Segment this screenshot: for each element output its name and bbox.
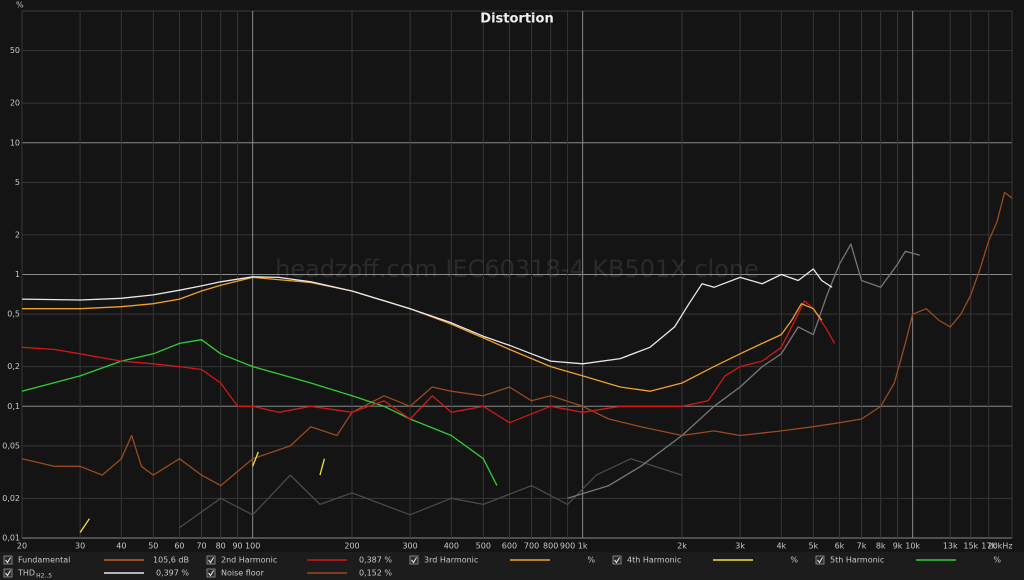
x-tick-label: 10k xyxy=(905,542,920,551)
y-tick-label: 0,5 xyxy=(7,310,20,319)
x-tick-label: 4k xyxy=(776,542,786,551)
y-tick-label: 0,05 xyxy=(2,441,20,450)
x-tick-label: 9k xyxy=(893,542,903,551)
x-tick-label: 800 xyxy=(543,542,558,551)
legend-subscript: H2..5 xyxy=(36,573,52,580)
legend-check[interactable] xyxy=(411,557,418,564)
x-tick-label: 2k xyxy=(677,542,687,551)
series-line xyxy=(79,451,326,533)
x-tick-label: 7k xyxy=(857,542,867,551)
legend-reading: 105,6 dB xyxy=(153,556,189,565)
legend-check[interactable] xyxy=(5,557,12,564)
y-tick-label: 0,2 xyxy=(7,362,20,371)
y-tick-label: 0,02 xyxy=(2,494,20,503)
x-tick-label: 50 xyxy=(148,542,158,551)
y-tick-label: 50 xyxy=(10,46,20,55)
legend-label: 5th Harmonic xyxy=(830,556,884,565)
x-tick-label: 20kHz xyxy=(987,542,1012,551)
x-tick-label: 100 xyxy=(245,542,260,551)
x-tick-label: 1k xyxy=(578,542,588,551)
y-unit: % xyxy=(16,1,24,10)
legend-checkbox[interactable] xyxy=(612,555,622,565)
x-tick-label: 5k xyxy=(808,542,818,551)
legend-label: 3rd Harmonic xyxy=(424,556,478,565)
y-tick-label: 10 xyxy=(10,138,20,147)
y-tick-label: 2 xyxy=(15,230,20,239)
series-line xyxy=(22,300,836,424)
x-tick-label: 900 xyxy=(560,542,575,551)
legend-label: 2nd Harmonic xyxy=(221,556,277,565)
x-tick-label: 30 xyxy=(75,542,85,551)
legend-checkbox[interactable] xyxy=(3,555,13,565)
x-tick-label: 700 xyxy=(524,542,539,551)
chart-title: Distortion xyxy=(480,12,553,27)
x-tick-label: 13k xyxy=(943,542,958,551)
legend-check[interactable] xyxy=(5,570,12,577)
series-line xyxy=(22,339,498,486)
x-tick-label: 17k xyxy=(981,542,996,551)
legend-check[interactable] xyxy=(614,557,621,564)
legend-label: THD xyxy=(17,569,35,578)
series-line xyxy=(22,268,833,365)
watermark: headzoff.com IEC60318-4 KB501X clone xyxy=(275,255,759,283)
legend-check[interactable] xyxy=(208,557,215,564)
legend-reading: 0,397 % xyxy=(156,569,189,578)
legend-reading: % xyxy=(587,556,595,565)
x-tick-label: 20 xyxy=(17,542,27,551)
y-tick-label: 5 xyxy=(15,178,20,187)
x-tick-label: 90 xyxy=(232,542,242,551)
x-tick-label: 6k xyxy=(835,542,845,551)
legend-checkbox[interactable] xyxy=(206,555,216,565)
legend-label: 4th Harmonic xyxy=(627,556,681,565)
x-tick-label: 15k xyxy=(963,542,978,551)
legend-label: Fundamental xyxy=(18,556,70,565)
legend-reading: % xyxy=(790,556,798,565)
legend-check[interactable] xyxy=(208,570,215,577)
series-line xyxy=(179,458,683,529)
x-tick-label: 500 xyxy=(476,542,491,551)
legend-reading: % xyxy=(993,556,1001,565)
y-tick-label: 0,1 xyxy=(7,402,20,411)
x-tick-label: 40 xyxy=(116,542,126,551)
x-tick-label: 600 xyxy=(502,542,517,551)
x-tick-label: 300 xyxy=(402,542,417,551)
legend: Fundamental 105,6 dB 2nd Harmonic 0,387 % 3r… xyxy=(3,555,1001,580)
legend-label: Noise floor xyxy=(221,569,265,578)
x-tick-label: 8k xyxy=(876,542,886,551)
x-tick-label: 200 xyxy=(344,542,359,551)
legend-panel xyxy=(0,552,1024,580)
legend-reading: 0,387 % xyxy=(359,556,392,565)
plot-lines xyxy=(22,191,1012,533)
legend-checkbox[interactable] xyxy=(815,555,825,565)
legend-reading: 0,152 % xyxy=(359,569,392,578)
legend-checkbox[interactable] xyxy=(409,555,419,565)
x-tick-label: 3k xyxy=(735,542,745,551)
x-tick-label: 60 xyxy=(174,542,184,551)
legend-checkbox[interactable] xyxy=(206,568,216,578)
x-tick-label: 400 xyxy=(444,542,459,551)
y-tick-label: 0,01 xyxy=(2,534,20,543)
series-line xyxy=(22,191,1012,487)
y-tick-label: 1 xyxy=(15,270,20,279)
series-line xyxy=(567,243,920,499)
series-line xyxy=(22,276,823,392)
x-tick-label: 70 xyxy=(196,542,206,551)
x-tick-label: 80 xyxy=(216,542,226,551)
legend-check[interactable] xyxy=(817,557,824,564)
y-tick-label: 20 xyxy=(10,99,20,108)
legend-checkbox[interactable] xyxy=(3,568,13,578)
